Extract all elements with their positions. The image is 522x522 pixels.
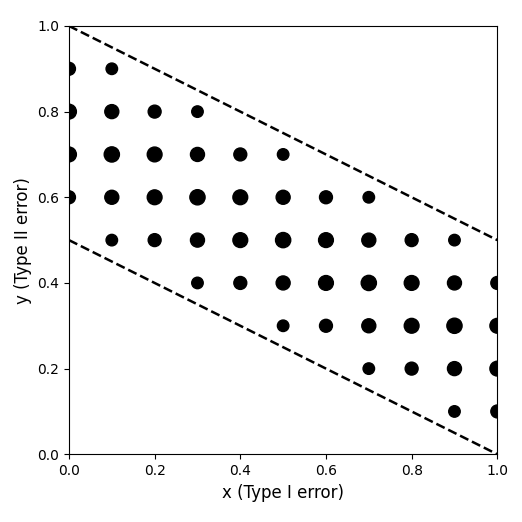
Point <box>450 407 459 416</box>
Point <box>322 236 330 244</box>
Point <box>279 236 287 244</box>
X-axis label: x (Type I error): x (Type I error) <box>222 483 344 502</box>
Point <box>322 279 330 287</box>
Point <box>108 236 116 244</box>
Point <box>279 279 287 287</box>
Point <box>408 364 416 373</box>
Point <box>279 322 287 330</box>
Point <box>236 150 244 159</box>
Point <box>450 322 459 330</box>
Point <box>408 322 416 330</box>
Point <box>322 193 330 201</box>
Point <box>365 193 373 201</box>
Point <box>322 322 330 330</box>
Point <box>450 364 459 373</box>
Point <box>365 279 373 287</box>
Point <box>365 364 373 373</box>
Point <box>193 279 201 287</box>
Point <box>65 108 73 116</box>
Point <box>236 236 244 244</box>
Point <box>193 193 201 201</box>
Point <box>65 150 73 159</box>
Point <box>150 236 159 244</box>
Point <box>493 279 502 287</box>
Point <box>493 322 502 330</box>
Point <box>365 236 373 244</box>
Point <box>450 279 459 287</box>
Point <box>108 150 116 159</box>
Point <box>150 108 159 116</box>
Y-axis label: y (Type II error): y (Type II error) <box>14 176 32 304</box>
Point <box>193 236 201 244</box>
Point <box>408 279 416 287</box>
Point <box>65 65 73 73</box>
Point <box>150 150 159 159</box>
Point <box>279 150 287 159</box>
Point <box>236 193 244 201</box>
Point <box>193 108 201 116</box>
Point <box>236 279 244 287</box>
Point <box>108 108 116 116</box>
Point <box>365 322 373 330</box>
Point <box>150 193 159 201</box>
Point <box>493 407 502 416</box>
Point <box>108 65 116 73</box>
Point <box>408 236 416 244</box>
Point <box>493 364 502 373</box>
Point <box>108 193 116 201</box>
Point <box>450 236 459 244</box>
Point <box>193 150 201 159</box>
Point <box>65 193 73 201</box>
Point <box>279 193 287 201</box>
